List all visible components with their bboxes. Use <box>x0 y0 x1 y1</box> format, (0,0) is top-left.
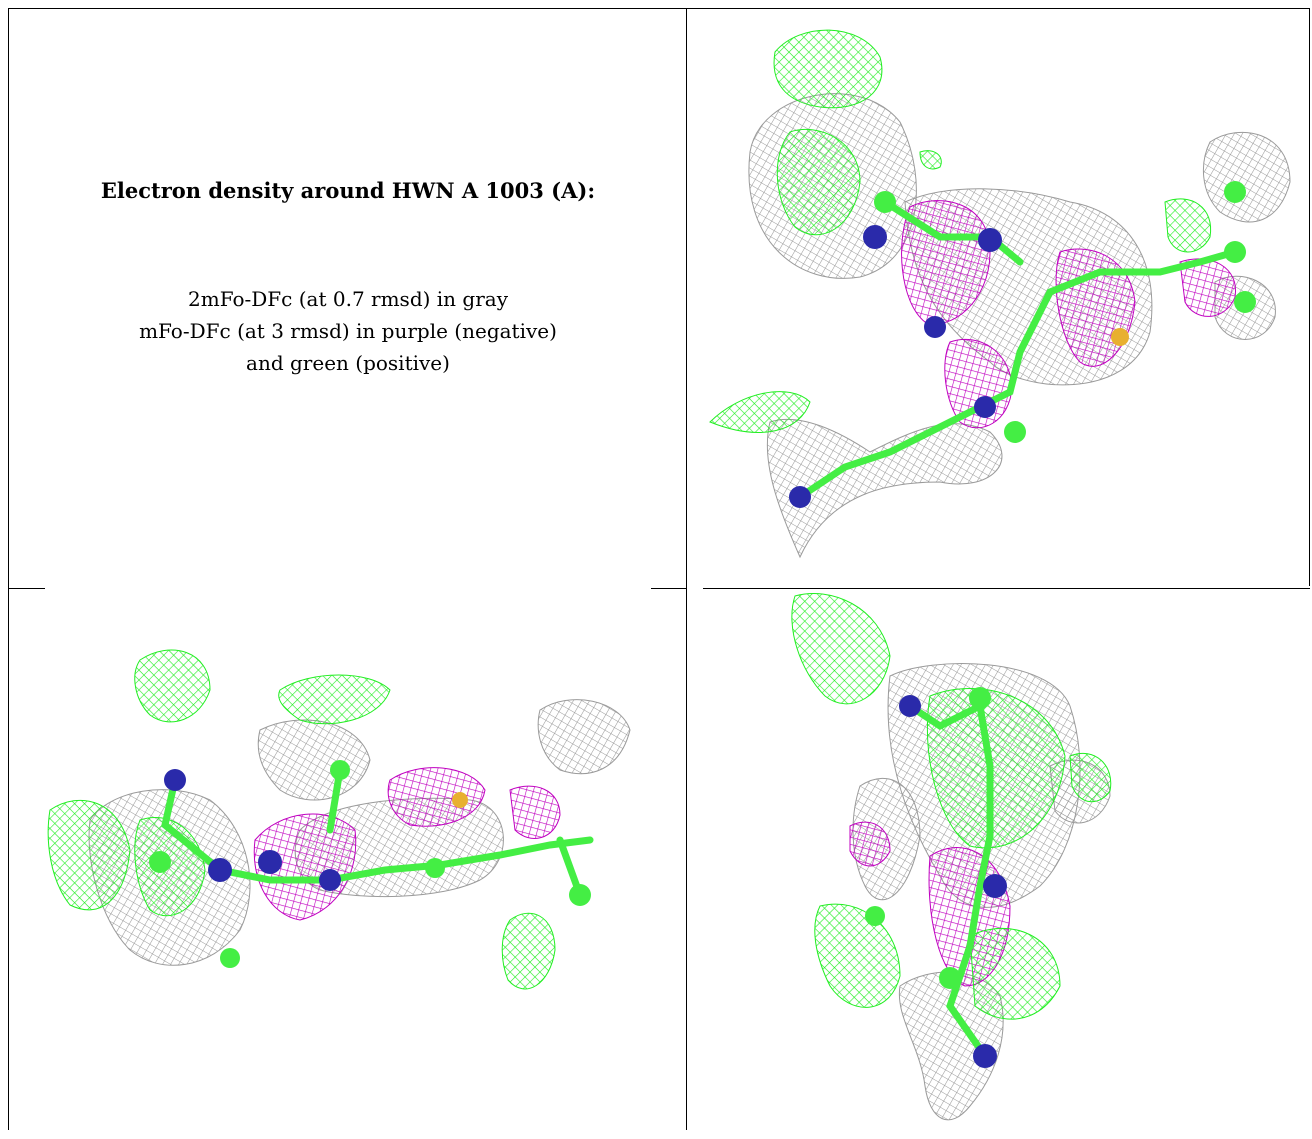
caption-cell: Electron density around HWN A 1003 (A): … <box>10 8 686 586</box>
row-divider-right <box>703 588 1310 589</box>
caption-legend: 2mFo-DFc (at 0.7 rmsd) in gray mFo-DFc (… <box>10 283 686 379</box>
positive-density-mesh <box>709 29 1212 433</box>
table-center-divider <box>686 8 687 1130</box>
table-top-border <box>8 8 1310 9</box>
caption-line-gray: 2mFo-DFc (at 0.7 rmsd) in gray <box>188 287 508 311</box>
density-image-bottom-left <box>47 649 631 990</box>
density-panel-bottom-right <box>780 586 1140 1131</box>
row-divider-left <box>8 588 45 589</box>
density-panel-bottom-left <box>40 630 650 1030</box>
ligand-model <box>789 181 1256 508</box>
ligand-model <box>149 760 594 968</box>
density-panel-top-right <box>690 12 1300 577</box>
caption-line-green: and green (positive) <box>246 351 450 375</box>
row-divider-mid <box>651 588 686 589</box>
density-image-top-right <box>709 29 1291 559</box>
negative-density-mesh <box>253 767 561 921</box>
figure-table <box>8 8 1310 1130</box>
positive-density-mesh <box>791 593 1112 1020</box>
ligand-model <box>865 687 1007 1068</box>
caption-line-purple: mFo-DFc (at 3 rmsd) in purple (negative) <box>139 319 557 343</box>
table-right-border <box>1309 8 1310 586</box>
table-left-border <box>8 8 9 1130</box>
density-image-bottom-right <box>791 593 1112 1121</box>
caption-title: Electron density around HWN A 1003 (A): <box>100 178 596 203</box>
